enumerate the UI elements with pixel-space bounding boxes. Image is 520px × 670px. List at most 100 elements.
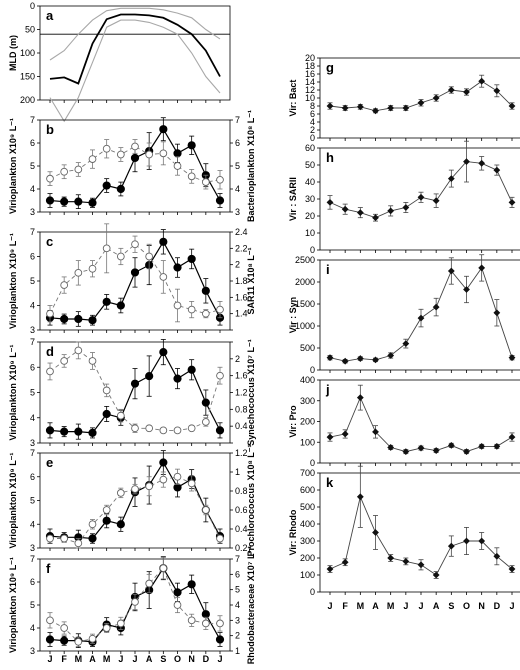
panel-d-ytick-label-2: 5 [30,388,35,398]
panel-c-ytick-label-0: 3 [30,325,35,335]
panel-h-ytick-label-0: 0 [310,245,315,255]
panel-h-letter: h [326,150,334,165]
panel-k-ratio-point-5 [402,558,410,565]
panel-f-y2tick-label-4: 5 [235,585,240,595]
panel-h-ytick-label-4: 40 [305,177,315,187]
panel-b-y2tick-label-1: 4 [235,184,240,194]
panel-d-virio-point-10 [187,365,196,374]
panel-g-ratio-point-4 [387,104,395,112]
panel-c-ytick-label-2: 5 [30,276,35,286]
panel-e-host-point-3 [88,520,97,529]
left-column-month-9: O [174,654,181,664]
left-column-month-0: J [47,654,52,664]
panel-i-ratio-point-9 [463,286,470,293]
panel-g-ytick-label-8: 16 [305,69,315,79]
panel-b-host-point-7 [145,150,154,159]
panel-d-host-point-1 [60,357,69,365]
panel-c-virio-point-1 [60,314,69,324]
panel-k-ratio-point-3 [372,529,379,536]
panel-a-ytick-label-2: 100 [20,48,35,58]
right-column-month-0: J [327,601,332,611]
panel-e-y2tick-label-3: 0.8 [235,486,248,496]
panel-h-ytick-label-1: 10 [305,228,315,238]
panel-b-host-point-11 [201,178,210,186]
panel-a-ytick-label-3: 150 [20,72,35,82]
panel-c-host-point-5 [116,252,125,261]
panel-d-host-point-7 [145,424,154,433]
panel-k-ytick-label-5: 500 [300,502,315,512]
panel-e-y2label: Prochlorococcus X10⁸ L⁻¹ [246,444,256,556]
panel-h-ratio-point-9 [463,158,470,165]
panel-b-virio-point-3 [88,198,97,207]
panel-c-y2tick-label-6: 2.4 [235,227,248,237]
panel-c-ylabel: Virioplankton X10⁹ L⁻¹ [8,233,18,329]
panel-f-ytick-label-2: 5 [30,600,35,610]
panel-d-y2tick-label-5: 2 [235,354,240,364]
panel-b-ytick-label-3: 6 [30,138,35,148]
panel-k-ratio-point-1 [341,558,349,566]
panel-b-virio-point-4 [102,181,111,190]
panel-f-ytick-label-0: 3 [30,646,35,656]
panel-d-virio-point-12 [215,426,225,435]
panel-a-letter: a [46,8,54,23]
panel-g-ytick-label-3: 6 [310,109,315,119]
panel-h-ratio-line [329,161,513,219]
panel-e-host-point-6 [131,485,139,493]
panel-j-ratio-point-6 [417,444,425,452]
panel-c-host-point-7 [145,252,154,261]
panel-f-y2tick-label-2: 3 [235,615,240,625]
panel-f-virio-point-11 [201,610,210,619]
panel-h-ytick-label-6: 60 [305,143,315,153]
panel-b-host-point-0 [46,174,54,183]
panel-i-ytick-label-4: 2000 [295,277,315,287]
panel-b-host-point-4 [102,144,111,153]
panel-k-ytick-label-1: 100 [300,570,315,580]
panel-b-y2tick-label-0: 3 [235,207,240,217]
panel-h-ratio-point-0 [326,199,334,206]
panel-f-ytick-label-4: 7 [30,554,35,564]
panel-d-y2tick-label-4: 1.6 [235,371,248,381]
panel-g-ratio-point-12 [508,102,516,110]
panel-b-virio-point-5 [116,184,125,194]
panel-g-ratio-point-3 [372,107,379,115]
panel-i-ylabel: Vir : Syn [288,297,298,333]
panel-b-virio-point-6 [130,153,140,163]
panel-d-host-point-5 [116,411,125,420]
panel-g-ratio-point-7 [432,94,440,102]
panel-k-ratio-point-12 [508,565,516,573]
right-column-month-10: N [478,601,485,611]
panel-c-virio-point-9 [173,263,182,272]
panel-k-ytick-label-6: 600 [300,485,315,495]
panel-g-ytick-label-9: 18 [305,61,315,71]
panel-f-host-point-0 [46,616,54,625]
right-column-month-9: O [463,601,470,611]
panel-i-ratio-point-3 [372,356,379,364]
panel-k-ratio-point-6 [417,561,425,569]
panel-h-ratio-point-2 [356,209,364,216]
panel-f-host-point-1 [60,624,69,632]
panel-k-ratio-point-11 [493,552,501,560]
panel-c-host-point-1 [60,281,69,289]
left-column-month-10: N [188,654,195,664]
panel-b-ytick-label-0: 3 [30,207,35,217]
panel-h-ratio-point-1 [341,205,349,213]
panel-a-mean-line [49,13,221,85]
panel-j-ratio-point-3 [372,428,379,436]
panel-h-ratio-point-6 [417,193,425,201]
panel-e-ytick-label-2: 5 [30,496,35,506]
panel-i-ratio-point-1 [341,357,349,365]
panel-k-ytick-label-2: 200 [300,553,315,563]
panel-g-ytick-label-0: 0 [310,133,315,143]
panel-d-y2tick-label-1: 0.4 [235,421,248,431]
panel-b-ytick-label-1: 4 [30,184,35,194]
panel-k-ratio-point-10 [478,537,486,545]
panel-c-host-point-10 [187,305,196,314]
panel-j-ratio-point-4 [387,444,395,451]
panel-f-host-point-9 [173,601,182,609]
panel-c-host-point-12 [216,305,224,314]
panel-f-y2tick-label-0: 1 [235,646,240,656]
right-column-month-11: D [494,601,501,611]
panel-i-ratio-point-10 [478,264,486,272]
panel-d-host-point-4 [102,386,111,395]
panel-d-virio-point-0 [45,426,55,435]
